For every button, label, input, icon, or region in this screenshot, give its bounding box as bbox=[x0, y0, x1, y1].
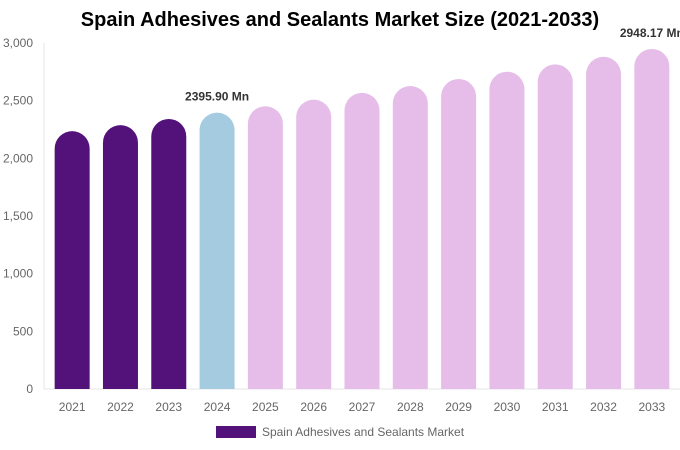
bar-2032 bbox=[586, 56, 622, 389]
y-tick-label: 1,000 bbox=[3, 267, 33, 281]
x-tick-label: 2023 bbox=[155, 400, 182, 414]
data-label-2033: 2948.17 Mn bbox=[620, 26, 680, 40]
x-tick-label: 2033 bbox=[638, 400, 665, 414]
bar-2026 bbox=[296, 99, 332, 389]
y-tick-label: 2,000 bbox=[3, 151, 33, 165]
data-label-2024: 2395.90 Mn bbox=[185, 90, 249, 104]
bar-2030 bbox=[489, 71, 525, 389]
bar-2022 bbox=[102, 125, 138, 389]
bar-2021 bbox=[54, 131, 90, 389]
legend: Spain Adhesives and Sealants Market bbox=[0, 425, 680, 439]
chart-title: Spain Adhesives and Sealants Market Size… bbox=[80, 9, 600, 31]
y-tick-label: 2,500 bbox=[3, 94, 33, 108]
y-tick-label: 500 bbox=[13, 324, 33, 338]
x-tick-label: 2021 bbox=[59, 400, 86, 414]
bar-2025 bbox=[247, 106, 283, 389]
bar-2033 bbox=[634, 48, 670, 390]
x-tick-label: 2022 bbox=[107, 400, 134, 414]
x-tick-label: 2025 bbox=[252, 400, 279, 414]
x-tick-label: 2026 bbox=[300, 400, 327, 414]
x-tick-label: 2032 bbox=[590, 400, 617, 414]
x-tick-label: 2030 bbox=[494, 400, 521, 414]
y-tick-label: 3,000 bbox=[3, 36, 33, 50]
y-tick-label: 0 bbox=[26, 382, 33, 396]
bar-2023 bbox=[151, 118, 187, 389]
bar-2028 bbox=[392, 86, 428, 389]
x-tick-label: 2031 bbox=[542, 400, 569, 414]
bar-2029 bbox=[441, 78, 477, 389]
x-tick-label: 2028 bbox=[397, 400, 424, 414]
y-tick-label: 1,500 bbox=[3, 209, 33, 223]
bar-2024 bbox=[199, 112, 235, 390]
bar-2027 bbox=[344, 92, 380, 390]
legend-label: Spain Adhesives and Sealants Market bbox=[261, 425, 465, 439]
legend-swatch bbox=[215, 426, 256, 438]
x-tick-label: 2029 bbox=[445, 400, 472, 414]
bar-2031 bbox=[537, 64, 573, 389]
x-tick-label: 2024 bbox=[204, 400, 231, 414]
x-tick-label: 2027 bbox=[349, 400, 376, 414]
